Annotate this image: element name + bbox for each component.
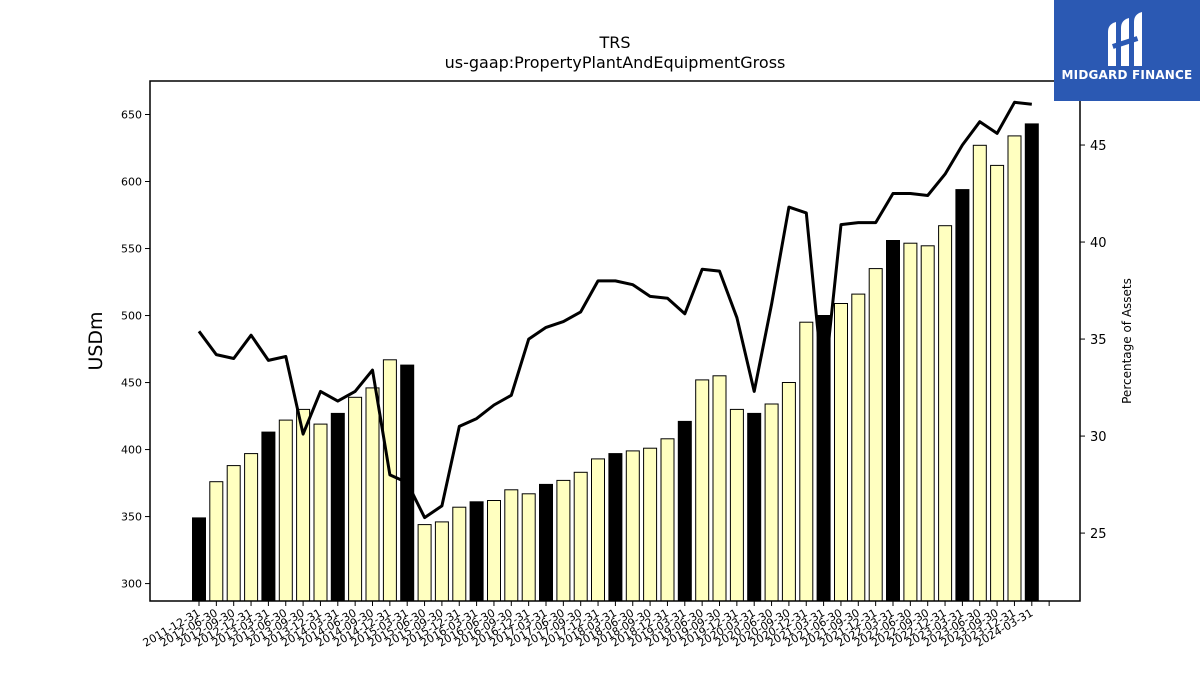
y-tick-label: 400 [121, 444, 142, 457]
bar [330, 412, 345, 602]
y2-axis-label: Percentage of Assets [1120, 278, 1134, 404]
y-axis-left: 300 350 400 450 500 550 600 650 [121, 109, 150, 591]
bar [695, 379, 710, 602]
bar [886, 240, 900, 602]
bar [591, 458, 605, 602]
bar [226, 465, 241, 602]
bar [556, 479, 571, 602]
bar [313, 423, 328, 602]
bar [747, 412, 762, 602]
midgard-logo-icon [1108, 12, 1142, 66]
bar [729, 408, 744, 602]
bar [903, 242, 918, 602]
bar [209, 481, 224, 602]
bar [382, 359, 397, 602]
bar [192, 517, 206, 602]
bar [834, 303, 848, 602]
bar [868, 268, 883, 602]
brand-logo: MIDGARD FINANCE [1054, 0, 1200, 101]
y-tick-label: 550 [121, 243, 142, 256]
bar [487, 500, 501, 602]
y-tick-label: 450 [121, 377, 142, 390]
y-tick-label: 350 [121, 511, 142, 524]
y2-tick-label: 45 [1090, 139, 1107, 154]
bar [504, 489, 519, 602]
bar [244, 453, 259, 602]
bar [938, 225, 953, 602]
y2-tick-label: 40 [1090, 236, 1107, 251]
bar [608, 453, 623, 602]
bar [764, 403, 779, 602]
bar [348, 396, 363, 602]
chart-title: TRS [598, 33, 630, 52]
y2-tick-label: 35 [1090, 333, 1107, 348]
chart-subtitle: us-gaap:PropertyPlantAndEquipmentGross [445, 53, 786, 72]
bar [660, 438, 675, 602]
bar [452, 506, 467, 602]
bar [799, 321, 814, 602]
percentage-of-assets-line [197, 100, 1032, 520]
bar [521, 493, 536, 602]
y-tick-label: 300 [121, 578, 142, 591]
y-tick-label: 600 [121, 176, 142, 189]
bar [677, 420, 692, 602]
y-axis-right: 25 30 35 40 45 [1080, 139, 1107, 542]
bar [261, 431, 276, 602]
bar [920, 245, 935, 602]
bar [278, 419, 293, 602]
bar [417, 524, 432, 602]
bar [365, 387, 380, 602]
y2-tick-label: 30 [1090, 430, 1107, 445]
bar [434, 521, 449, 602]
brand-name: MIDGARD FINANCE [1061, 68, 1193, 82]
bar [955, 189, 970, 602]
y-tick-label: 500 [121, 310, 142, 323]
bar [1024, 123, 1039, 602]
bar [469, 501, 484, 602]
bar [712, 375, 727, 602]
bar [296, 408, 311, 602]
bar-series [192, 123, 1039, 602]
plot-frame [149, 80, 1081, 602]
bar [781, 382, 796, 602]
y-axis-label: USDm [85, 311, 107, 370]
y2-tick-label: 25 [1090, 527, 1107, 542]
bar [643, 447, 658, 602]
bar [851, 293, 866, 602]
bar [539, 483, 553, 602]
bar [972, 144, 987, 602]
bar [625, 450, 640, 602]
bar [990, 164, 1005, 602]
x-axis: 2011-12-312012-06-302012-09-302012-12-31… [141, 601, 1050, 650]
y-tick-label: 650 [121, 109, 142, 122]
bar [573, 471, 588, 602]
bar [1007, 135, 1022, 602]
